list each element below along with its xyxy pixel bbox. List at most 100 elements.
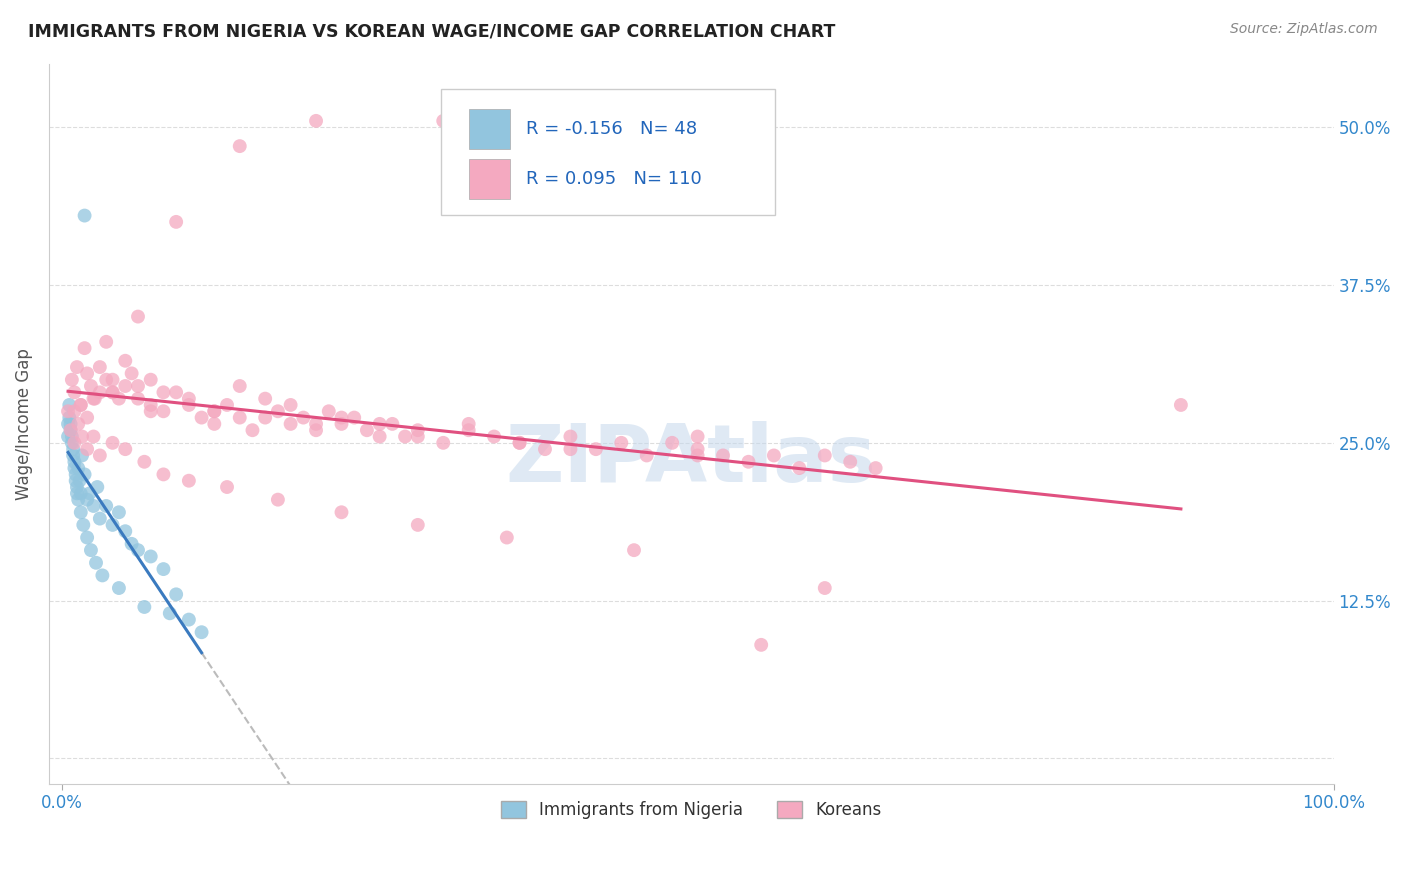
Text: Source: ZipAtlas.com: Source: ZipAtlas.com [1230,22,1378,37]
Point [229,139,252,153]
Point [101,435,124,450]
Point [814,581,837,595]
Point [457,423,479,437]
Point [101,373,124,387]
Point [69,486,91,500]
Point [63,435,86,450]
Point [623,543,645,558]
Point [67,492,90,507]
Y-axis label: Wage/Income Gap: Wage/Income Gap [15,348,32,500]
Point [86,480,108,494]
Point [73,467,96,482]
Point [177,398,200,412]
Point [686,442,709,457]
Point [636,449,658,463]
Point [69,398,91,412]
Legend: Immigrants from Nigeria, Koreans: Immigrants from Nigeria, Koreans [495,794,889,826]
Point [394,429,416,443]
Point [202,404,225,418]
Point [101,385,124,400]
Point [159,607,181,621]
Point [229,379,252,393]
Point [121,367,143,381]
Point [91,568,114,582]
Point [60,429,83,443]
Point [737,455,759,469]
Point [89,360,111,375]
Point [254,410,277,425]
Point [432,435,454,450]
Point [560,429,582,443]
Point [60,435,83,450]
Point [495,531,517,545]
Point [215,398,238,412]
Point [80,543,103,558]
Point [114,353,136,368]
Point [108,392,131,406]
Point [63,404,86,418]
Point [70,429,93,443]
Point [56,429,79,443]
Point [56,417,79,431]
Point [59,423,82,437]
Point [66,486,89,500]
Point [59,423,82,437]
Point [177,613,200,627]
Point [814,449,837,463]
Point [62,442,84,457]
Point [305,114,328,128]
Point [280,398,302,412]
Point [58,410,80,425]
Point [330,417,353,431]
Point [356,423,378,437]
Point [177,474,200,488]
Point [509,435,531,450]
Point [585,442,607,457]
Point [127,310,149,324]
Point [65,467,87,482]
Point [152,467,174,482]
Point [330,410,353,425]
Point [610,435,633,450]
Point [152,404,174,418]
Point [254,392,277,406]
Point [190,410,212,425]
Point [89,511,111,525]
Point [215,480,238,494]
Point [127,543,149,558]
Point [292,410,315,425]
Point [66,360,89,375]
Point [267,404,290,418]
Point [127,392,149,406]
Point [69,505,91,519]
Point [368,417,391,431]
Point [114,442,136,457]
Point [202,417,225,431]
Point [101,385,124,400]
Point [65,474,87,488]
FancyBboxPatch shape [470,160,510,199]
Point [76,442,98,457]
Point [482,429,505,443]
Point [63,455,86,469]
Point [89,449,111,463]
Point [89,385,111,400]
Point [69,474,91,488]
Point [114,379,136,393]
Text: IMMIGRANTS FROM NIGERIA VS KOREAN WAGE/INCOME GAP CORRELATION CHART: IMMIGRANTS FROM NIGERIA VS KOREAN WAGE/I… [28,22,835,40]
Point [84,556,107,570]
Point [711,449,734,463]
Point [82,429,104,443]
Point [73,341,96,355]
Point [56,404,79,418]
Point [96,373,118,387]
Point [865,461,887,475]
Point [318,404,340,418]
Point [76,367,98,381]
Point [749,638,772,652]
Point [70,449,93,463]
Point [686,429,709,443]
Point [661,435,683,450]
Point [73,209,96,223]
Point [58,398,80,412]
